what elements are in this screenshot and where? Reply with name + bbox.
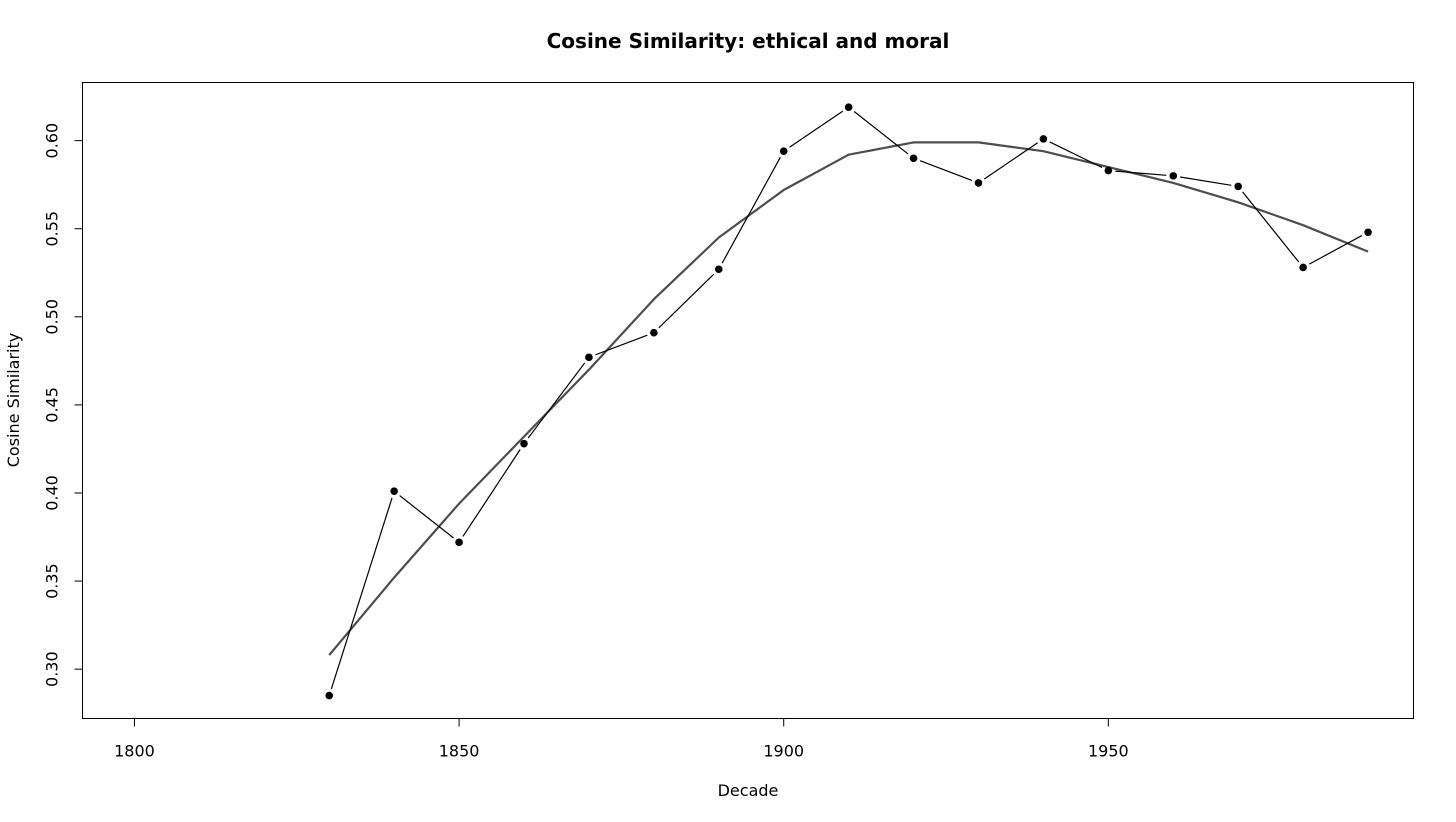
data-point-1980 [1299,263,1307,272]
data-point-1890 [714,265,723,274]
data-point-1940 [1039,135,1048,143]
data-point-1990 [1364,228,1372,237]
observed-line-segment [1115,170,1167,176]
x-tick-label: 1900 [763,742,804,761]
observed-line-segment [721,157,781,264]
observed-line-segment [1049,141,1103,169]
observed-line-segment [1242,191,1300,263]
data-point-1950 [1104,166,1113,175]
data-point-1840 [390,487,398,496]
data-point-1910 [844,103,853,111]
observed-line-segment [1308,235,1363,265]
data-point-1830 [325,691,334,700]
y-tick-label: 0.30 [43,651,62,687]
data-point-1870 [585,353,593,362]
x-tick-label: 1850 [439,742,480,761]
observed-line-segment [462,449,521,537]
y-tick-label: 0.45 [43,387,62,423]
y-axis: 0.30 0.35 0.40 0.45 0.50 0.55 0.60 [43,123,83,687]
data-point-1860 [520,439,528,448]
x-tick-label: 1800 [114,742,155,761]
data-point-1880 [650,328,658,337]
y-axis-label: Cosine Similarity [4,333,23,467]
observed-line-segment [399,495,454,539]
plot-frame [82,82,1414,719]
data-point-1920 [909,154,918,163]
observed-line-segment [1180,176,1232,186]
series-layer [325,103,1372,700]
y-tick-label: 0.55 [43,211,62,247]
observed-line-segment [330,497,393,690]
data-point-1930 [974,179,983,187]
y-tick-label: 0.35 [43,563,62,599]
y-tick-label: 0.50 [43,299,62,335]
data-point-1960 [1169,172,1178,180]
x-tick-label: 1950 [1088,742,1129,761]
chart-title: Cosine Similarity: ethical and moral [547,29,950,53]
observed-line-segment [853,111,909,155]
smoothed-trend-line [328,141,1369,656]
observed-line-segment [595,334,648,356]
x-axis: 1800 1850 1900 1950 [114,718,1129,761]
observed-line-segment [789,110,844,148]
data-point-1900 [779,147,788,156]
data-point-1850 [455,538,463,547]
observed-line-segment [983,142,1038,180]
x-axis-label: Decade [718,781,779,800]
observed-line-segment [919,160,973,181]
y-tick-label: 0.40 [43,475,62,511]
observed-line-segment [658,273,715,329]
data-point-1970 [1234,182,1242,191]
y-tick-label: 0.60 [43,123,62,159]
observed-line-segment [527,362,586,439]
